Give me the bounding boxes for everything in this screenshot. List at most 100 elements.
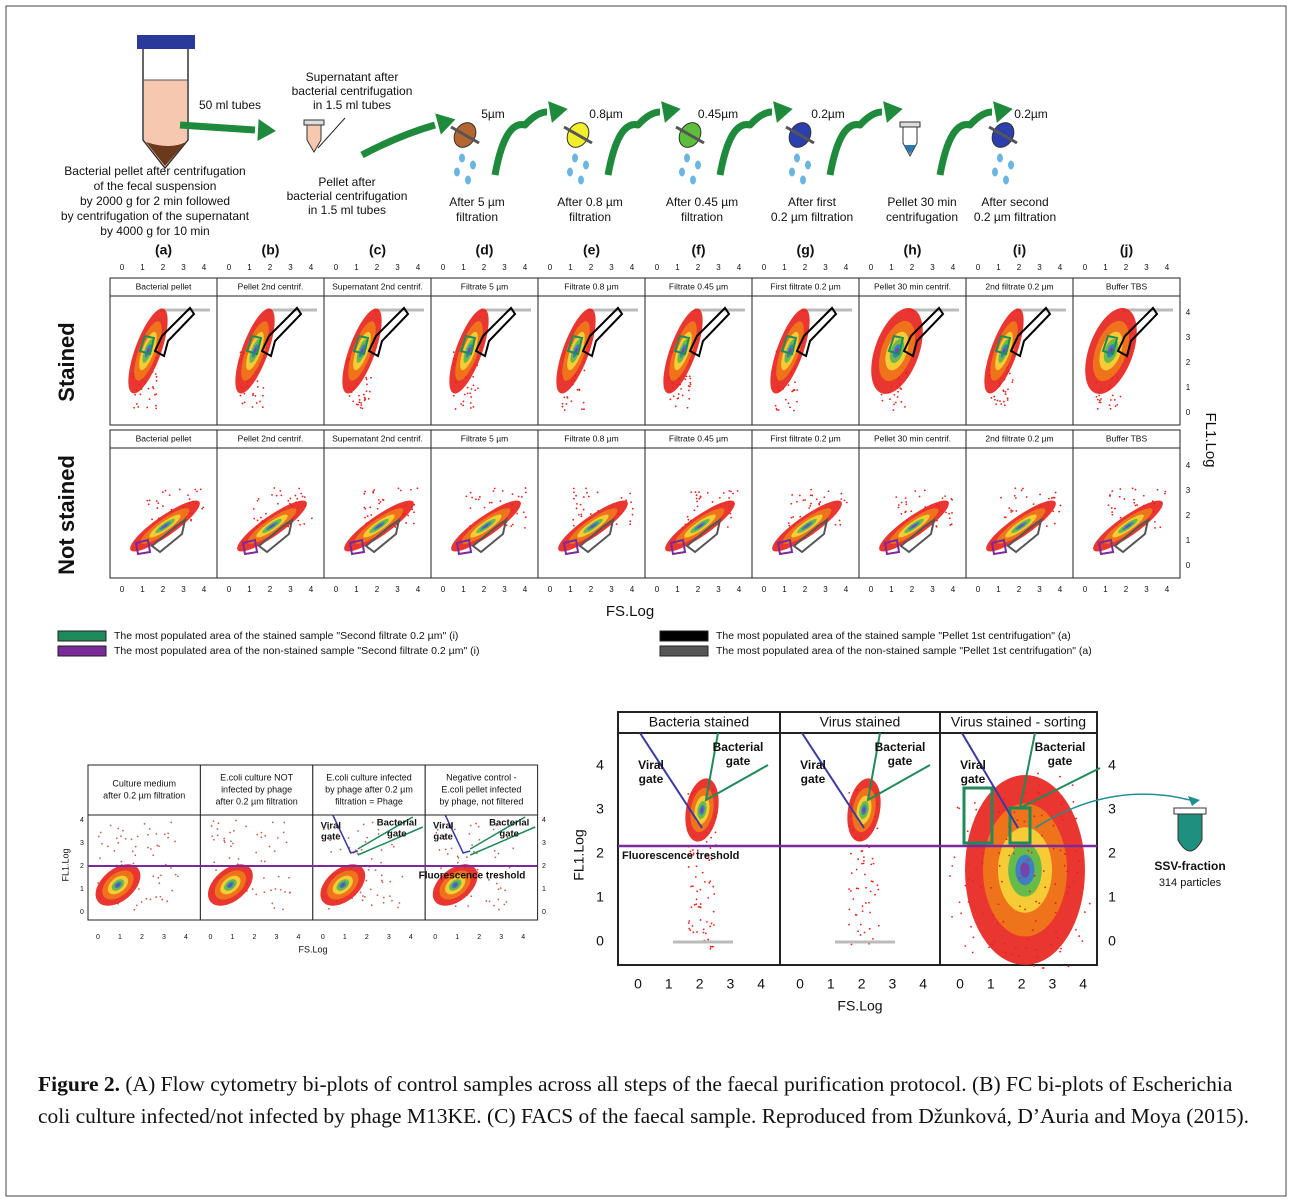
event-dot (158, 882, 161, 885)
supernatant-caption: Supernatant after (306, 70, 399, 84)
event-dot (1064, 853, 1066, 855)
event-dot (380, 879, 383, 882)
event-dot (456, 861, 459, 864)
y-tick-label: 2 (80, 863, 84, 870)
event-dot (694, 491, 697, 493)
event-dot (698, 491, 700, 493)
event-dot (365, 376, 368, 379)
x-axis-label: FS.Log (837, 998, 882, 1014)
plot-title: Filtrate 0.8 µm (564, 433, 619, 443)
plot-title: Supernatant 2nd centrif. (332, 281, 423, 291)
event-dot (1037, 792, 1040, 795)
event-dot (364, 507, 367, 510)
x-tick-label: 3 (181, 263, 186, 272)
event-dot (289, 497, 292, 500)
gate-black (795, 306, 838, 358)
event-dot (999, 400, 1001, 403)
x-tick-label: 1 (230, 934, 234, 941)
plot-title: Filtrate 0.45 µm (669, 281, 728, 291)
event-dot (863, 931, 866, 934)
event-dot (691, 885, 694, 888)
event-dot (1003, 400, 1005, 403)
event-dot (1159, 526, 1162, 529)
figure-frame (5, 5, 1287, 1197)
event-dot (273, 907, 276, 909)
event-dot (580, 515, 583, 518)
x-tick-label: 0 (548, 263, 553, 272)
y-tick-label: 3 (596, 801, 604, 817)
event-dot (155, 407, 158, 410)
event-dot (1054, 491, 1057, 494)
event-dot (492, 490, 495, 492)
event-dot (1006, 399, 1009, 401)
event-dot (264, 834, 267, 837)
panel-letter: (f) (692, 242, 706, 258)
bacterial-gate-label: Bacterial (377, 818, 417, 829)
y-tick-label: 4 (80, 817, 84, 824)
event-dot (950, 523, 953, 526)
event-dot (1053, 496, 1056, 499)
event-dot (861, 862, 863, 865)
viral-gate-label: gate (639, 772, 664, 786)
event-dot (857, 858, 860, 861)
gate-green (780, 334, 798, 356)
event-dot (693, 903, 696, 906)
event-dot (799, 515, 802, 518)
event-dot (695, 865, 698, 868)
event-dot (586, 491, 588, 494)
event-dot (124, 838, 127, 840)
event-dot (563, 396, 566, 399)
event-dot (585, 487, 587, 490)
plot-frame (965, 447, 1074, 579)
event-dot (695, 494, 698, 497)
event-dot (133, 406, 136, 409)
x-tick-label: 3 (889, 976, 897, 992)
x-tick-label: 3 (395, 263, 400, 272)
x-tick-label: 2 (482, 585, 487, 594)
event-dot (136, 835, 139, 838)
event-dot (388, 895, 391, 898)
event-dot (1073, 880, 1075, 883)
event-dot (581, 408, 583, 411)
event-dot (160, 874, 162, 877)
event-dot (631, 513, 634, 516)
event-dot (1002, 920, 1005, 923)
drop (1003, 175, 1009, 185)
event-dot (840, 498, 843, 500)
event-dot (579, 503, 582, 506)
event-dot (615, 523, 618, 526)
y-tick-label: 4 (1186, 308, 1191, 317)
event-dot (202, 506, 205, 509)
x-tick-label: 4 (416, 585, 421, 594)
event-dot (870, 863, 873, 866)
event-dot (990, 886, 992, 889)
event-dot (868, 901, 870, 904)
x-tick-label: 3 (288, 585, 293, 594)
event-dot (1153, 520, 1156, 523)
x-tick-label: 1 (675, 585, 680, 594)
event-dot (452, 351, 455, 353)
x-tick-label: 0 (762, 263, 767, 272)
viral-gate-label: gate (321, 832, 341, 843)
event-dot (1119, 395, 1122, 398)
event-dot (232, 829, 235, 832)
plot-title: by phage, not filtered (439, 796, 523, 806)
x-tick-label: 2 (1017, 585, 1022, 594)
event-dot (148, 398, 151, 401)
event-dot (971, 880, 974, 882)
viral-gate-line (444, 814, 471, 854)
event-dot (948, 517, 951, 520)
event-dot (811, 494, 814, 497)
event-dot (241, 402, 244, 405)
event-dot (149, 898, 152, 901)
x-tick-label: 4 (1165, 585, 1170, 594)
event-dot (255, 893, 258, 896)
y-tick-label: 0 (542, 909, 546, 916)
event-dot (245, 825, 247, 828)
plot-title: Pellet 30 min centrif. (874, 433, 951, 443)
event-dot (376, 507, 379, 510)
plot-title: Pellet 2nd centrif. (238, 433, 304, 443)
drop (794, 153, 800, 163)
event-dot (1060, 815, 1063, 818)
event-dot (495, 882, 498, 885)
